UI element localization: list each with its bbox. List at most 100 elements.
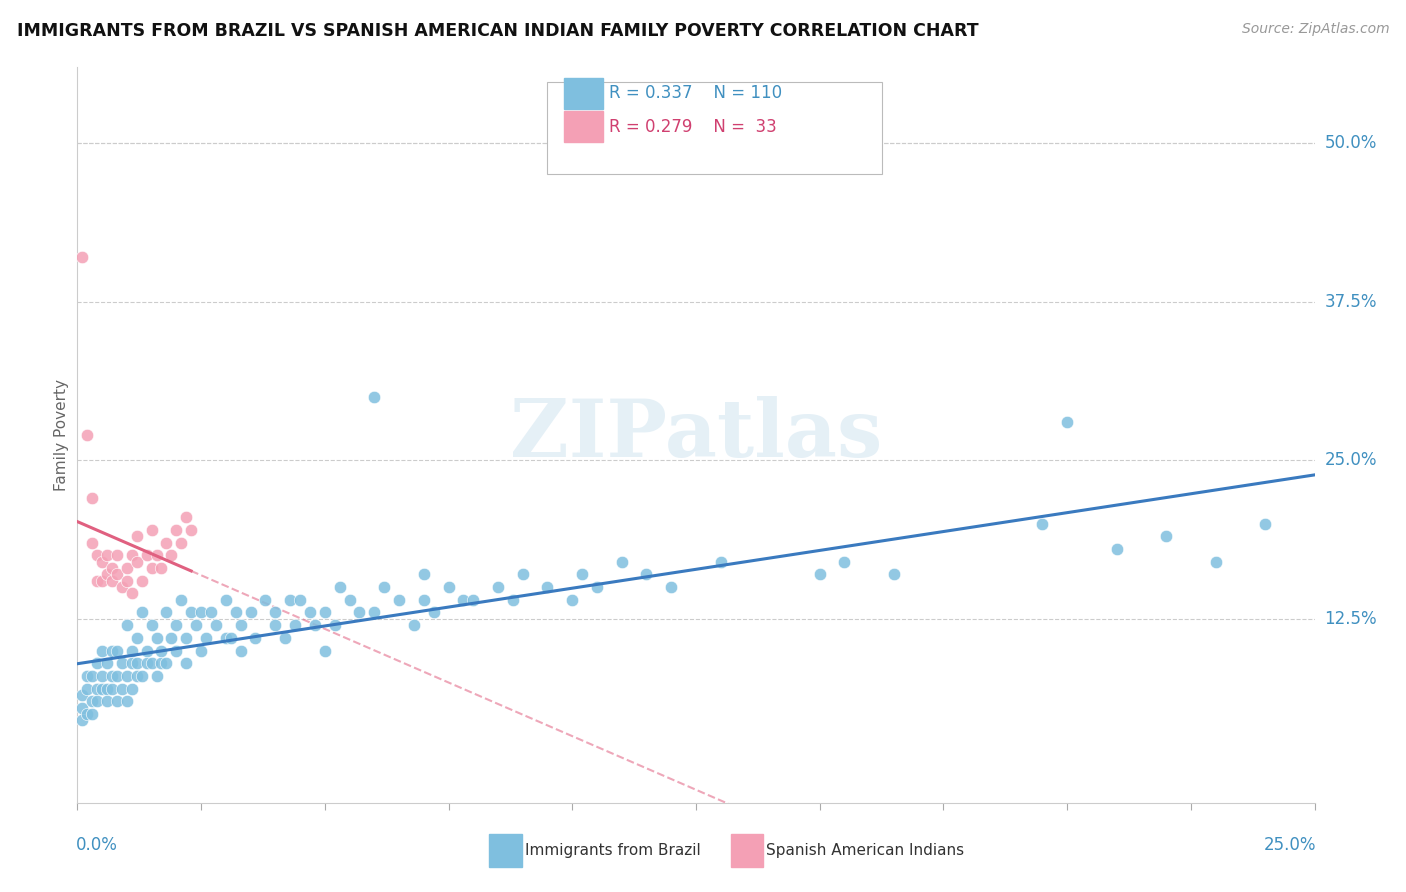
Point <box>135 657 157 671</box>
Point <box>131 669 153 683</box>
Point <box>72 714 94 728</box>
Point <box>165 523 187 537</box>
Point <box>314 606 336 620</box>
Point <box>145 631 167 645</box>
Text: IMMIGRANTS FROM BRAZIL VS SPANISH AMERICAN INDIAN FAMILY POVERTY CORRELATION CHA: IMMIGRANTS FROM BRAZIL VS SPANISH AMERIC… <box>17 22 979 40</box>
Point <box>86 657 108 671</box>
Point <box>412 592 434 607</box>
FancyBboxPatch shape <box>564 78 603 109</box>
Point <box>76 706 98 721</box>
Point <box>205 618 228 632</box>
Text: Immigrants from Brazil: Immigrants from Brazil <box>526 843 702 858</box>
Point <box>200 606 222 620</box>
Point <box>105 669 128 683</box>
Point <box>264 618 287 632</box>
Point <box>141 561 163 575</box>
FancyBboxPatch shape <box>564 111 603 142</box>
Point <box>174 657 197 671</box>
Point <box>72 250 94 264</box>
Point <box>284 618 307 632</box>
Point <box>121 643 143 657</box>
Point <box>135 643 157 657</box>
Point <box>1105 542 1128 557</box>
Text: 12.5%: 12.5% <box>1324 610 1376 628</box>
Point <box>160 549 183 563</box>
Point <box>121 681 143 696</box>
Point <box>571 567 593 582</box>
Point <box>278 592 301 607</box>
Text: R = 0.337    N = 110: R = 0.337 N = 110 <box>609 85 783 103</box>
Point <box>121 657 143 671</box>
Text: Spanish American Indians: Spanish American Indians <box>766 843 965 858</box>
Point <box>115 669 138 683</box>
Point <box>96 657 118 671</box>
Point <box>160 631 183 645</box>
Point <box>105 549 128 563</box>
Point <box>86 574 108 588</box>
Point <box>304 618 326 632</box>
Text: 25.0%: 25.0% <box>1324 451 1376 469</box>
Point <box>150 561 173 575</box>
Point <box>91 555 114 569</box>
Text: Source: ZipAtlas.com: Source: ZipAtlas.com <box>1241 22 1389 37</box>
Point <box>245 631 267 645</box>
Point <box>101 681 124 696</box>
Point <box>422 606 444 620</box>
Point <box>190 606 212 620</box>
Point <box>536 580 558 594</box>
Point <box>150 657 173 671</box>
Point <box>101 669 124 683</box>
Point <box>229 618 252 632</box>
Point <box>636 567 658 582</box>
Point <box>101 643 124 657</box>
Point <box>141 657 163 671</box>
Point <box>264 606 287 620</box>
Text: 0.0%: 0.0% <box>76 836 118 854</box>
Point <box>82 491 104 506</box>
Point <box>96 549 118 563</box>
Point <box>72 688 94 702</box>
Point <box>82 669 104 683</box>
Point <box>373 580 395 594</box>
Point <box>349 606 371 620</box>
Text: 37.5%: 37.5% <box>1324 293 1376 310</box>
Point <box>125 529 148 543</box>
Point <box>174 631 197 645</box>
Point <box>339 592 361 607</box>
Y-axis label: Family Poverty: Family Poverty <box>53 379 69 491</box>
Point <box>91 681 114 696</box>
Point <box>115 574 138 588</box>
Point <box>76 681 98 696</box>
Point <box>125 555 148 569</box>
Point <box>274 631 297 645</box>
Point <box>180 606 202 620</box>
Point <box>184 618 207 632</box>
Point <box>165 618 187 632</box>
Point <box>1056 415 1078 429</box>
Point <box>225 606 247 620</box>
Point <box>72 700 94 714</box>
Point <box>190 643 212 657</box>
Point <box>96 567 118 582</box>
Point <box>883 567 905 582</box>
Point <box>96 694 118 708</box>
Point <box>86 549 108 563</box>
Point <box>131 574 153 588</box>
Point <box>105 643 128 657</box>
Point <box>710 555 733 569</box>
Point <box>141 523 163 537</box>
Point <box>610 555 633 569</box>
Point <box>115 618 138 632</box>
Point <box>363 390 385 404</box>
Point <box>288 592 311 607</box>
Text: 50.0%: 50.0% <box>1324 134 1376 152</box>
Text: R = 0.279    N =  33: R = 0.279 N = 33 <box>609 118 778 136</box>
Point <box>86 694 108 708</box>
Point <box>76 669 98 683</box>
Text: ZIPatlas: ZIPatlas <box>510 396 882 474</box>
Point <box>170 535 193 549</box>
Point <box>155 606 177 620</box>
Point <box>834 555 856 569</box>
Point <box>239 606 262 620</box>
Point <box>82 706 104 721</box>
